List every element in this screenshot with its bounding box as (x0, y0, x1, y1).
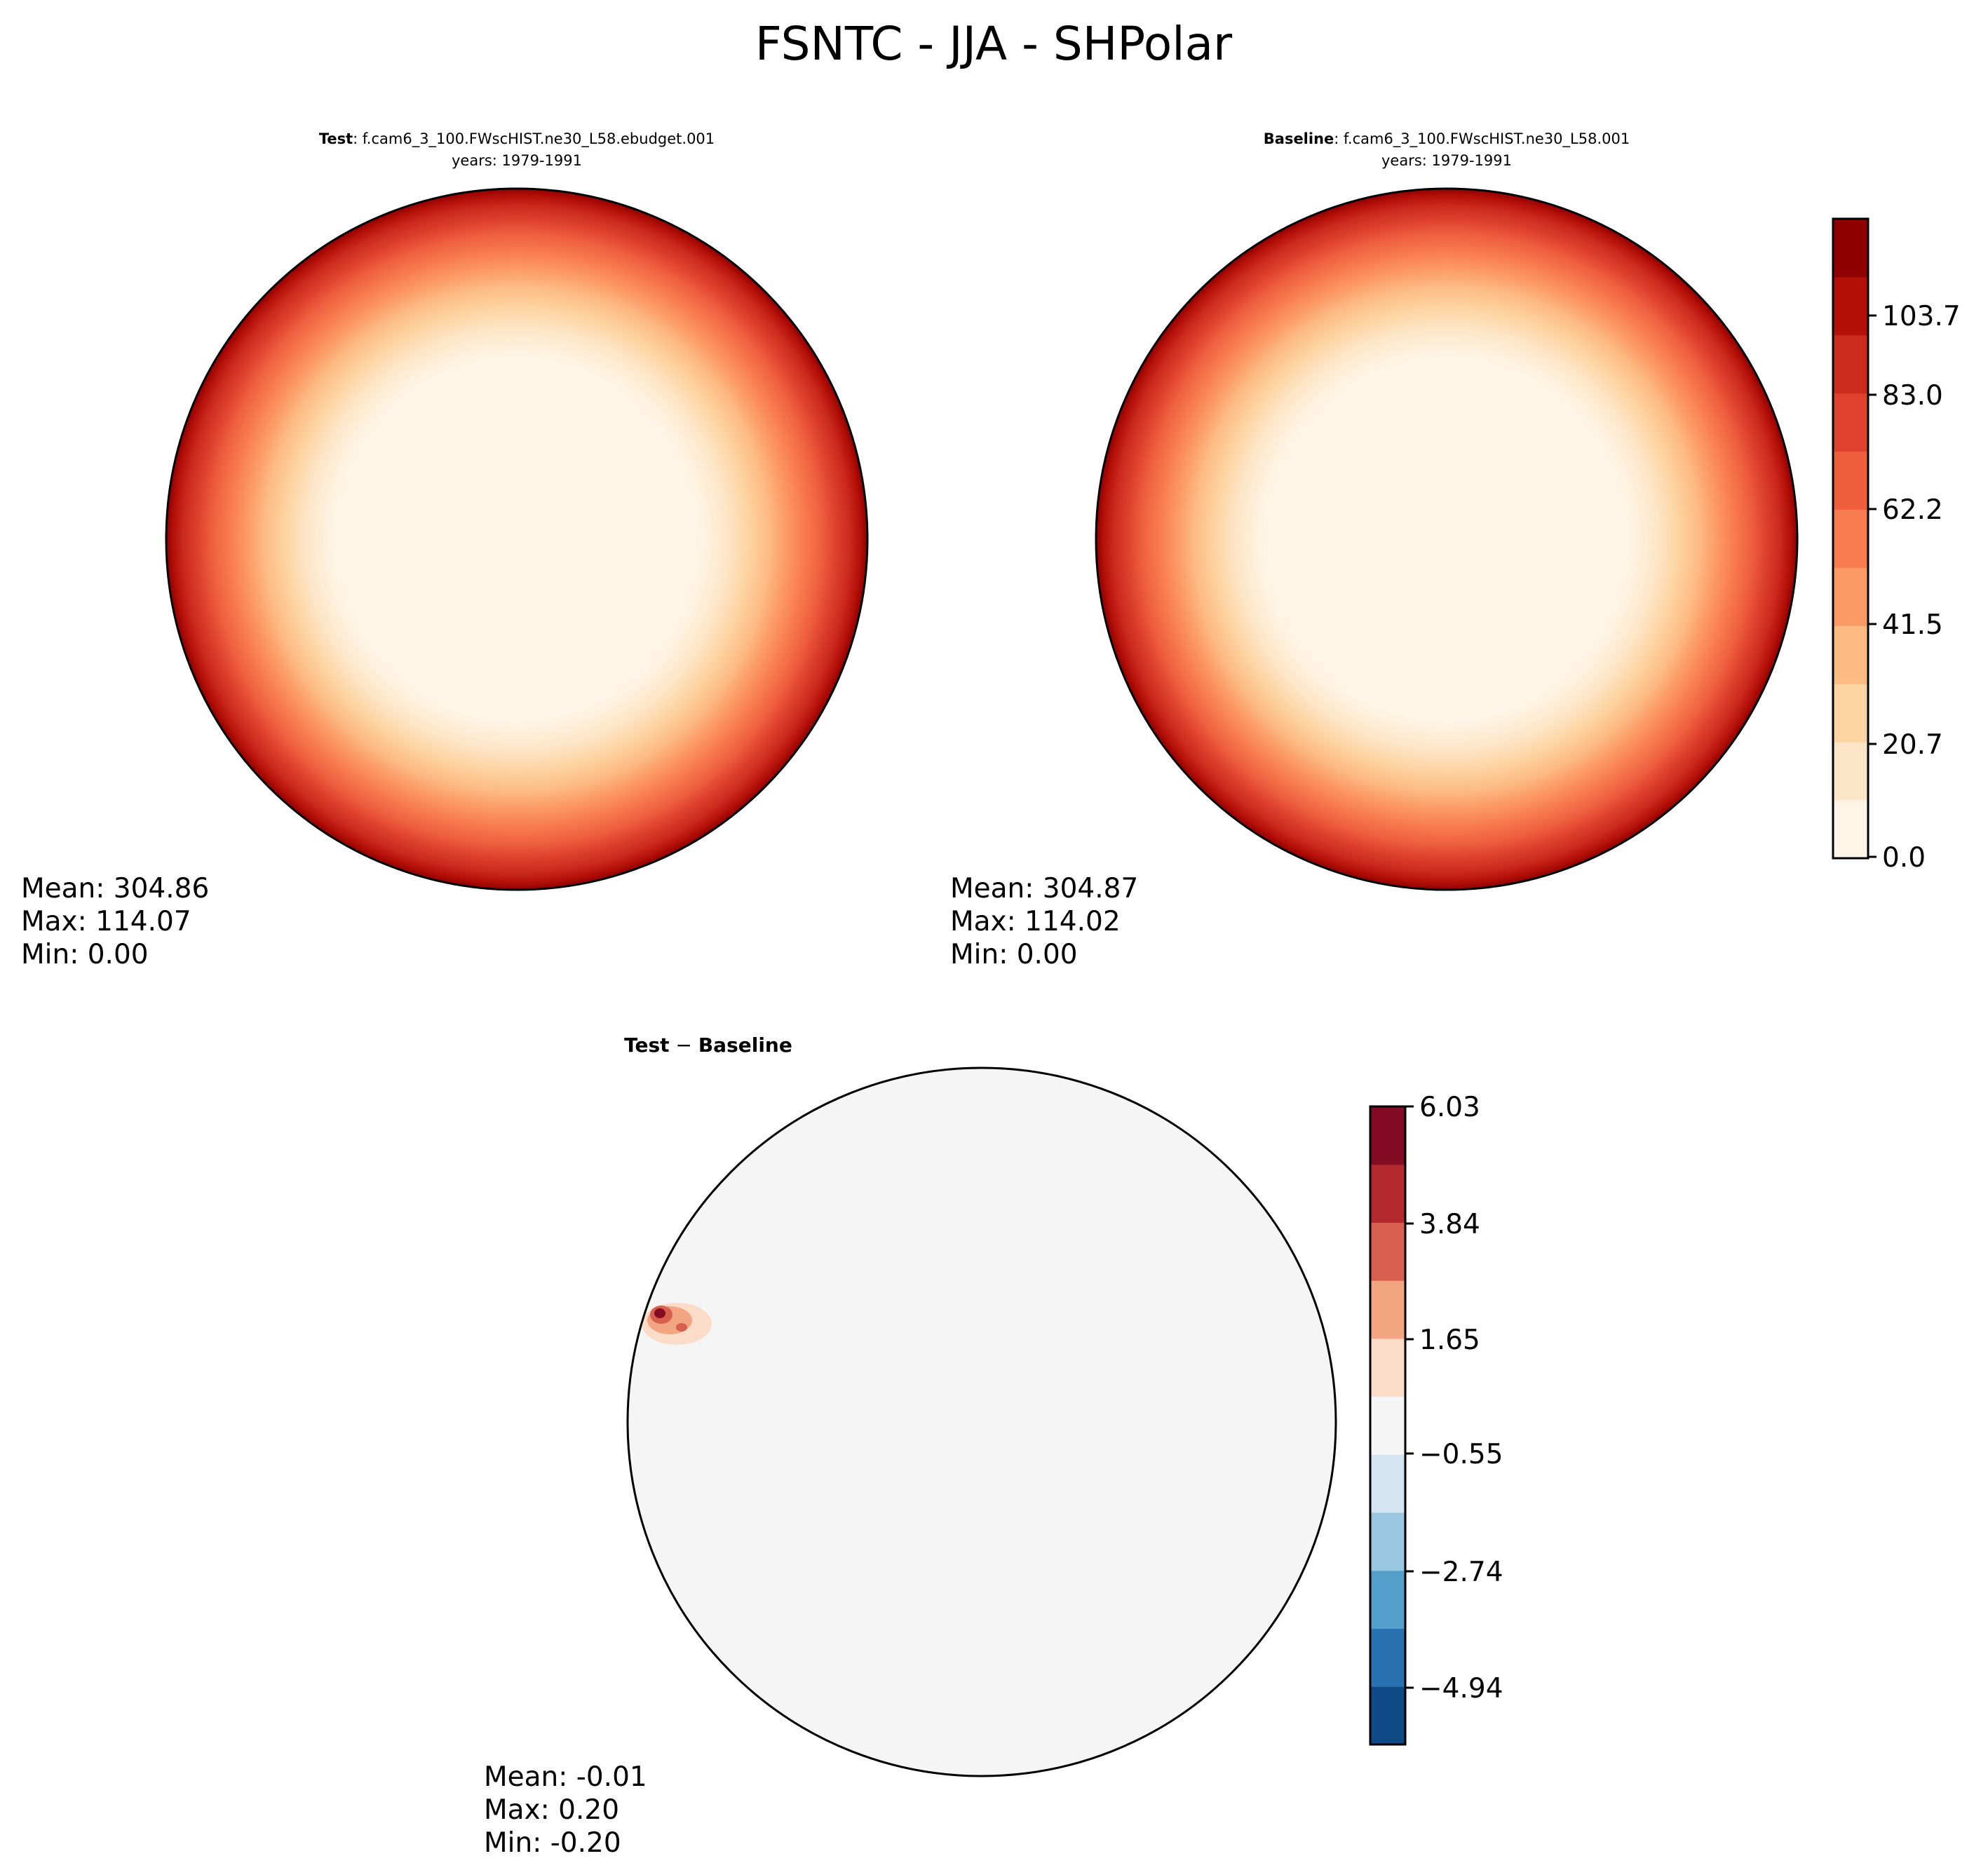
test-mean: Mean: 304.86 (21, 873, 209, 904)
colorbar-diff-tick-label: −0.55 (1419, 1439, 1503, 1470)
panel-baseline-title: Baseline: f.cam6_3_100.FWscHIST.ne30_L58… (1264, 130, 1630, 148)
panel-diff-title-left: Test (624, 1034, 669, 1057)
colorbar-main-cell (1833, 393, 1868, 452)
colorbar-diff-ticks: 6.03 3.84 1.65 −0.55 −2.74 −4.94 (1405, 1092, 1503, 1705)
test-map-field (166, 189, 867, 890)
panel-test-case: : f.cam6_3_100.FWscHIST.ne30_L58.ebudget… (353, 130, 715, 148)
test-map-boundary (165, 187, 869, 891)
colorbar-diff-cell (1370, 1280, 1405, 1339)
panel-diff-title-right: Baseline (698, 1034, 792, 1057)
colorbar-main-tick-label: 62.2 (1882, 494, 1943, 526)
panel-test: Test: f.cam6_3_100.FWscHIST.ne30_L58.ebu… (21, 130, 869, 970)
colorbar-diff-cell (1370, 1686, 1405, 1745)
diff-map-boundary (626, 1066, 1337, 1777)
baseline-map-boundary (1095, 187, 1799, 891)
panel-baseline-years: years: 1979-1991 (1381, 152, 1512, 169)
colorbar-diff-cell (1370, 1164, 1405, 1223)
colorbar-diff-frame (1369, 1105, 1407, 1746)
colorbar-main-tick-label: 83.0 (1882, 380, 1943, 412)
panel-test-title: Test: f.cam6_3_100.FWscHIST.ne30_L58.ebu… (319, 130, 715, 148)
colorbar-main-cell (1833, 334, 1868, 394)
panel-test-years: years: 1979-1991 (452, 152, 582, 169)
colorbar-main-tick-label: 103.7 (1882, 301, 1961, 332)
figure-title: FSNTC - JJA - SHPolar (755, 17, 1233, 71)
panel-test-label: Test (319, 130, 353, 147)
panel-baseline-label: Baseline (1264, 130, 1334, 147)
colorbar-diff-cell (1370, 1396, 1405, 1455)
colorbar-diff-tick-label: 6.03 (1419, 1092, 1480, 1123)
colorbar-diff-cell (1370, 1222, 1405, 1281)
colorbar-diff-cells (1370, 1106, 1405, 1745)
colorbar-main-cell (1833, 684, 1868, 743)
baseline-max: Max: 114.02 (950, 906, 1121, 937)
colorbar-diff-tick-label: 1.65 (1419, 1324, 1480, 1356)
colorbar-diff-cell (1370, 1106, 1405, 1165)
baseline-mean: Mean: 304.87 (950, 873, 1138, 904)
colorbar-main-cell (1833, 509, 1868, 568)
diff-anomaly (642, 1303, 712, 1345)
colorbar-diff-tick-label: −2.74 (1419, 1557, 1503, 1588)
colorbar-main-cell (1833, 625, 1868, 684)
colorbar-diff-cell (1370, 1512, 1405, 1571)
diff-map-field (628, 1068, 1336, 1776)
colorbar-main-cell (1833, 276, 1868, 336)
baseline-min: Min: 0.00 (950, 939, 1078, 970)
baseline-map-field (1096, 189, 1797, 890)
panel-diff: Test − Baseline Mean: -0.01 Max: 0.20 Mi… (484, 1034, 1337, 1859)
colorbar-main-cell (1833, 742, 1868, 801)
diff-max: Max: 0.20 (484, 1794, 619, 1826)
diff-mean: Mean: -0.01 (484, 1761, 647, 1793)
test-max: Max: 114.07 (21, 906, 191, 937)
colorbar-main-cell (1833, 800, 1868, 859)
diff-min: Min: -0.20 (484, 1827, 621, 1859)
colorbar-diff-tick-label: 3.84 (1419, 1209, 1480, 1240)
colorbar-main-cells (1833, 219, 1868, 859)
panel-diff-title-op: − (670, 1034, 698, 1057)
colorbar-main-cell (1833, 567, 1868, 626)
colorbar-main-tick-label: 20.7 (1882, 729, 1943, 761)
colorbar-diff-tick-label: −4.94 (1419, 1673, 1503, 1705)
colorbar-main-ticks: 103.7 83.0 62.2 41.5 20.7 0.0 (1868, 301, 1961, 874)
colorbar-main: 103.7 83.0 62.2 41.5 20.7 0.0 (1832, 217, 1961, 874)
colorbar-main-tick-label: 41.5 (1882, 609, 1943, 641)
panel-diff-title: Test − Baseline (624, 1034, 792, 1057)
colorbar-main-frame (1832, 217, 1869, 860)
colorbar-diff: 6.03 3.84 1.65 −0.55 −2.74 −4.94 (1369, 1092, 1503, 1746)
test-min: Min: 0.00 (21, 939, 149, 970)
colorbar-diff-cell (1370, 1338, 1405, 1397)
colorbar-diff-cell (1370, 1570, 1405, 1630)
colorbar-diff-cell (1370, 1628, 1405, 1687)
panel-baseline-case: : f.cam6_3_100.FWscHIST.ne30_L58.001 (1334, 130, 1630, 148)
panel-baseline: Baseline: f.cam6_3_100.FWscHIST.ne30_L58… (950, 130, 1799, 970)
colorbar-main-cell (1833, 451, 1868, 510)
colorbar-main-tick-label: 0.0 (1882, 842, 1926, 874)
colorbar-main-cell (1833, 219, 1868, 278)
colorbar-diff-cell (1370, 1454, 1405, 1513)
